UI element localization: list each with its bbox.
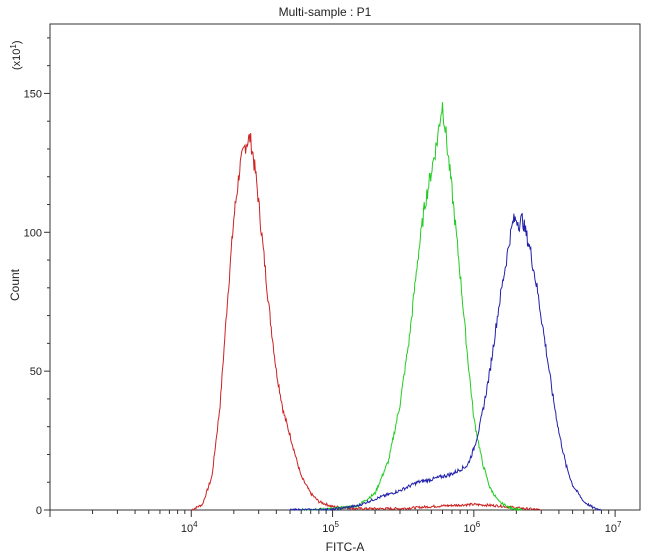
chart-title: Multi-sample : P1 <box>279 5 372 19</box>
y-tick-label: 0 <box>36 505 42 517</box>
y-axis-multiplier: (x101) <box>9 40 23 70</box>
x-tick-label: 105 <box>322 520 339 535</box>
series-line-1 <box>191 132 542 511</box>
series-line-3 <box>289 212 602 512</box>
plot-frame <box>49 23 641 511</box>
x-tick-label: 106 <box>463 520 480 535</box>
y-axis-label: Count <box>8 268 22 301</box>
x-tick-label: 107 <box>605 520 622 535</box>
y-tick-label: 150 <box>24 88 42 100</box>
x-axis-label: FITC-A <box>326 540 365 554</box>
x-tick-label: 104 <box>181 520 198 535</box>
x-axis: 104 105 106 107 <box>49 510 622 535</box>
y-tick-label: 100 <box>24 227 42 239</box>
y-axis: 0 50 100 150 <box>24 37 50 517</box>
series-line-2 <box>300 102 523 512</box>
series-layer <box>191 102 602 512</box>
y-tick-label: 50 <box>30 366 42 378</box>
